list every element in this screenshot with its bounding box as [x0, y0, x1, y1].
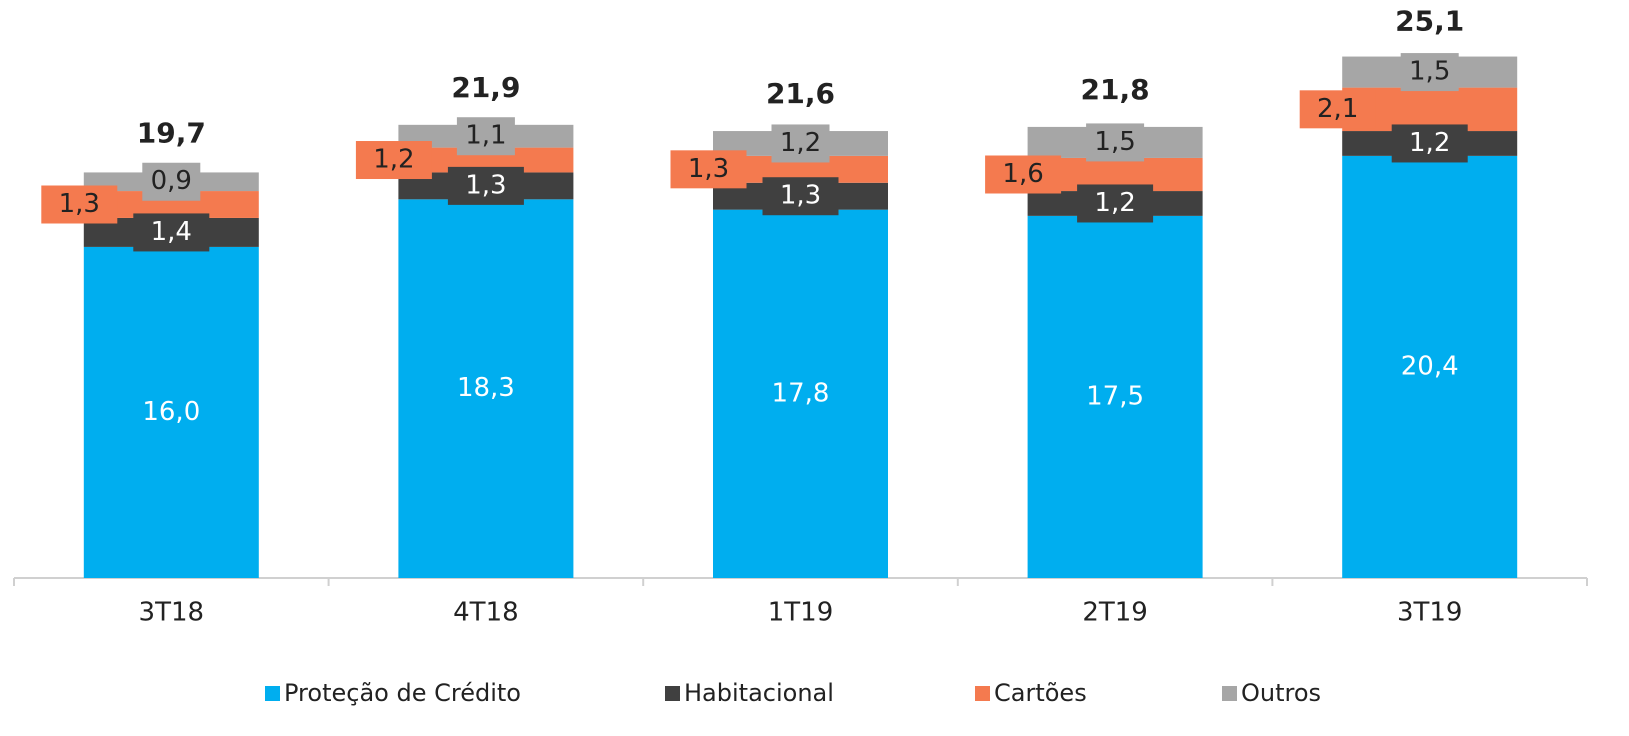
data-label: 0,9: [151, 166, 192, 196]
x-tick-label: 3T18: [139, 598, 205, 628]
data-label: 1,4: [151, 217, 192, 247]
data-label-box: [771, 124, 830, 163]
x-tick-label: 4T18: [453, 598, 519, 628]
total-label: 21,8: [1081, 73, 1150, 106]
data-label: 16,0: [142, 397, 200, 427]
data-label: 1,2: [1094, 188, 1135, 218]
data-label: 1,3: [780, 181, 821, 211]
data-label: 1,3: [688, 154, 729, 184]
bar-segment: [398, 199, 574, 579]
x-tick-label: 1T19: [768, 598, 834, 628]
legend-label: Proteção de Crédito: [284, 679, 521, 707]
legend-swatch: [265, 686, 280, 701]
total-label: 21,9: [451, 71, 520, 104]
bar-segment: [83, 246, 259, 578]
bar-segment: [1342, 155, 1518, 578]
data-label: 17,8: [772, 378, 830, 408]
data-label-box: [447, 166, 524, 205]
data-label: 2,1: [1317, 94, 1358, 124]
x-tick-label: 3T19: [1397, 598, 1463, 628]
legend-swatch: [975, 686, 990, 701]
data-label: 1,1: [465, 121, 506, 151]
data-label-box: [670, 150, 747, 189]
data-label-box: [985, 155, 1062, 194]
bar-segment: [713, 209, 888, 578]
data-label-box: [1299, 90, 1376, 129]
legend-label: Habitacional: [684, 679, 834, 707]
data-label-box: [1077, 184, 1154, 223]
data-label: 1,2: [780, 128, 821, 158]
data-label: 18,3: [457, 373, 515, 403]
data-label-box: [456, 117, 515, 156]
total-label: 25,1: [1395, 5, 1464, 38]
x-tick-label: 2T19: [1082, 598, 1148, 628]
data-label: 1,5: [1409, 57, 1450, 87]
legend-label: Outros: [1241, 679, 1321, 707]
data-label: 1,3: [465, 170, 506, 200]
data-label: 1,3: [59, 189, 100, 219]
data-label-box: [1086, 123, 1145, 162]
legend-swatch: [1222, 686, 1237, 701]
data-label-box: [1391, 124, 1468, 163]
data-label: 17,5: [1086, 381, 1144, 411]
data-label: 20,4: [1401, 351, 1459, 381]
total-label: 21,6: [766, 77, 835, 110]
data-label-box: [1400, 53, 1459, 92]
data-label-box: [762, 177, 839, 216]
data-label: 1,5: [1094, 127, 1135, 157]
data-label-box: [142, 162, 201, 201]
data-label: 1,2: [373, 145, 414, 175]
data-label-box: [355, 141, 432, 180]
bar-segment: [1027, 215, 1203, 578]
legend-label: Cartões: [994, 679, 1087, 707]
data-label-box: [133, 213, 210, 252]
data-label: 1,2: [1409, 128, 1450, 158]
total-label: 19,7: [137, 116, 206, 149]
data-label: 1,6: [1002, 159, 1043, 189]
legend-swatch: [665, 686, 680, 701]
data-label-box: [41, 185, 118, 224]
